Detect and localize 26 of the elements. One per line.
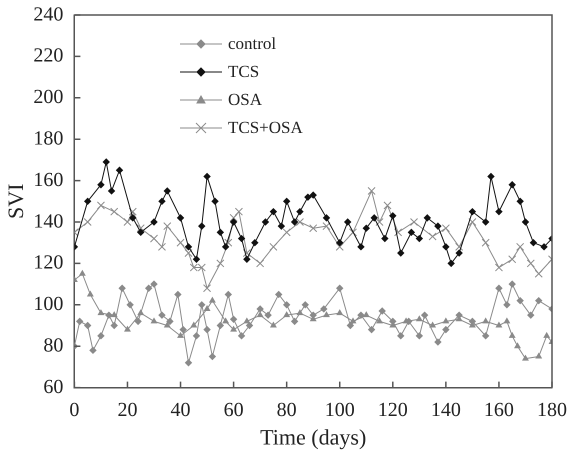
y-tick-label: 160 — [33, 168, 64, 191]
x-tick-label: 20 — [117, 398, 138, 421]
x-tick-label: 140 — [430, 398, 461, 421]
x-tick-label: 120 — [378, 398, 408, 421]
legend-label: control — [228, 34, 276, 54]
x-tick-label: 100 — [324, 398, 355, 421]
x-axis-title: Time (days) — [260, 424, 366, 450]
y-tick-label: 80 — [43, 334, 64, 356]
legend-label: TCS+OSA — [228, 118, 303, 138]
x-tick-label: 40 — [170, 398, 191, 421]
y-tick-label: 200 — [33, 86, 64, 108]
x-tick-label: 180 — [537, 398, 567, 421]
x-tick-label: 80 — [276, 398, 297, 421]
y-axis-title: SVI — [2, 184, 28, 220]
legend-label: TCS — [228, 62, 260, 82]
x-tick-label: 0 — [69, 398, 80, 421]
y-tick-label: 220 — [33, 44, 64, 67]
y-tick-label: 140 — [33, 210, 64, 232]
y-tick-label: 100 — [33, 293, 64, 316]
legend-label: OSA — [228, 90, 262, 110]
y-tick-label: 240 — [33, 3, 64, 26]
y-tick-label: 180 — [33, 127, 64, 150]
x-tick-label: 160 — [484, 398, 514, 421]
x-tick-label: 60 — [224, 398, 244, 421]
y-tick-label: 120 — [33, 252, 64, 274]
y-tick-label: 60 — [43, 376, 64, 398]
